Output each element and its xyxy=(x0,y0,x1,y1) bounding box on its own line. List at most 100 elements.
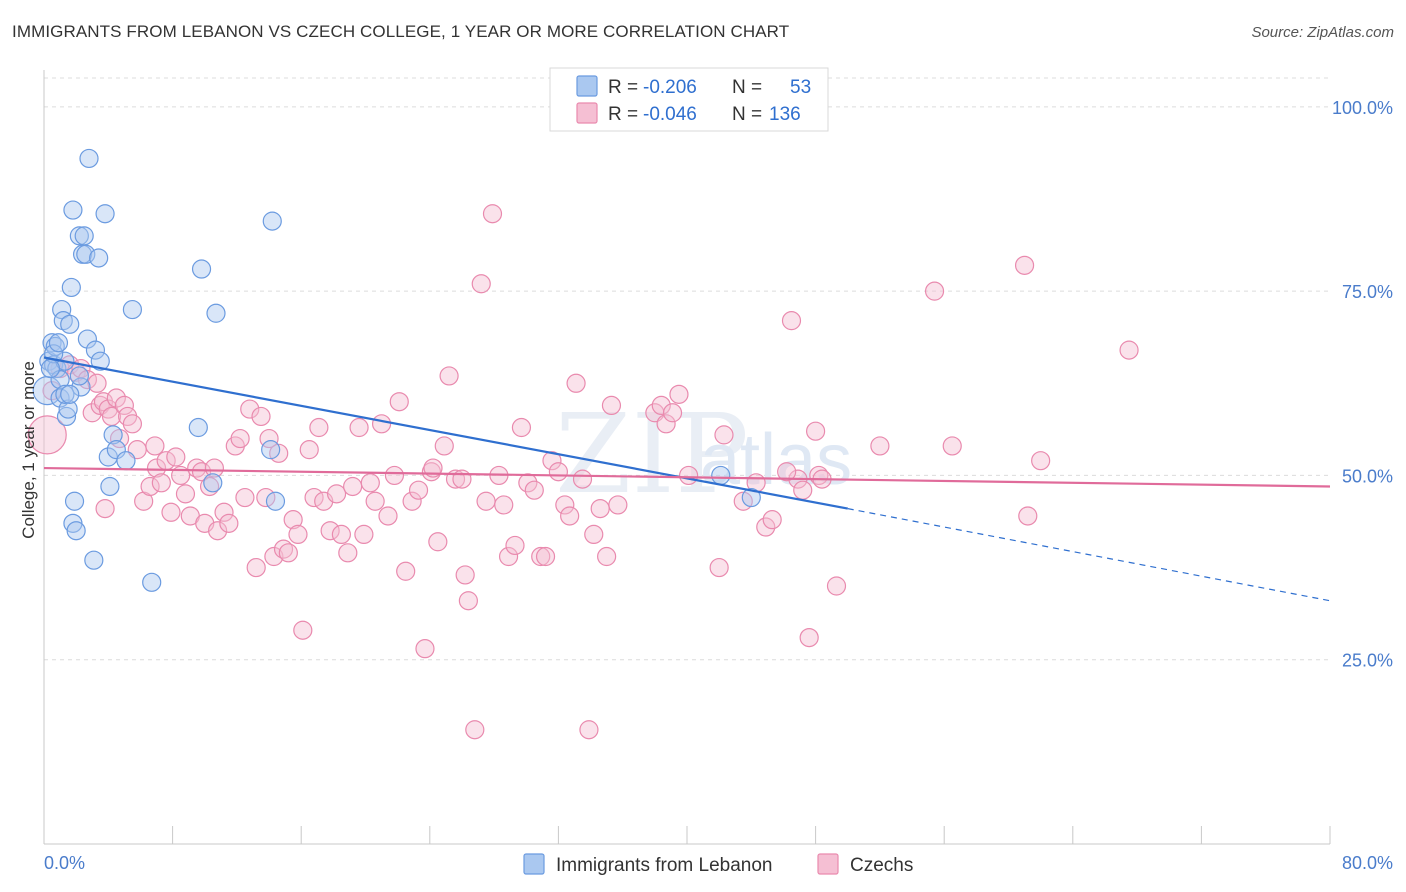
point-lebanon xyxy=(188,417,208,438)
point-lebanon xyxy=(50,370,70,390)
point-czechs xyxy=(235,487,255,508)
point-czechs xyxy=(482,204,503,224)
point-czechs xyxy=(304,487,324,508)
source-label: Source: ZipAtlas.com xyxy=(1251,24,1394,41)
point-lebanon xyxy=(262,211,282,231)
point-lebanon xyxy=(56,406,77,427)
point-czechs xyxy=(365,491,385,511)
point-lebanon xyxy=(711,465,731,486)
point-lebanon xyxy=(106,440,126,460)
point-czechs xyxy=(781,311,802,331)
point-czechs xyxy=(95,499,115,519)
point-czechs xyxy=(465,720,485,740)
point-czechs xyxy=(389,392,409,412)
point-czechs xyxy=(1031,451,1051,471)
point-czechs xyxy=(338,543,358,563)
point-czechs xyxy=(439,366,459,386)
point-lebanon xyxy=(69,226,89,246)
point-lebanon xyxy=(64,491,85,511)
bottom-legend-swatch-pink xyxy=(817,853,839,875)
point-czechs xyxy=(518,473,538,493)
legend-n-label-1: N = xyxy=(732,104,762,125)
point-czechs xyxy=(805,421,826,441)
point-czechs xyxy=(326,484,347,504)
point-czechs xyxy=(601,395,622,415)
point-czechs xyxy=(1014,255,1035,275)
point-czechs xyxy=(579,720,599,740)
legend-n-label-0: N = xyxy=(732,77,762,98)
point-czechs xyxy=(560,506,580,526)
bottom-legend-label-lebanon: Immigrants from Lebanon xyxy=(556,855,773,876)
legend-swatch-blue xyxy=(576,75,598,97)
point-czechs xyxy=(714,425,734,445)
y-axis-label: College, 1 year or more xyxy=(19,361,38,539)
point-lebanon xyxy=(55,384,75,404)
chart-title: IMMIGRANTS FROM LEBANON VS CZECH COLLEGE… xyxy=(12,22,790,41)
point-lebanon xyxy=(77,329,98,349)
point-czechs xyxy=(709,557,729,578)
point-lebanon xyxy=(79,148,99,169)
point-czechs xyxy=(146,458,167,478)
point-lebanon xyxy=(84,550,104,570)
point-czechs xyxy=(114,395,134,415)
point-czechs xyxy=(555,495,575,515)
point-czechs xyxy=(396,561,416,581)
point-lebanon xyxy=(122,299,143,320)
point-lebanon xyxy=(48,333,69,353)
trend-line-czechs xyxy=(43,466,1331,488)
point-czechs xyxy=(208,521,228,541)
point-czechs xyxy=(246,557,266,578)
series-legend: Immigrants from Lebanon Czechs xyxy=(523,853,913,876)
legend-r-value-1: -0.046 xyxy=(643,104,697,125)
x-tick-label-0: 0.0% xyxy=(44,853,85,873)
point-czechs xyxy=(283,510,303,530)
point-czechs xyxy=(524,480,544,500)
point-lebanon xyxy=(90,351,110,371)
point-czechs xyxy=(343,476,363,497)
legend-r-label-1: R = xyxy=(608,104,638,125)
point-czechs xyxy=(535,546,556,567)
point-lebanon xyxy=(76,244,96,264)
legend-swatch-pink xyxy=(576,102,598,124)
point-czechs xyxy=(656,414,676,434)
series-czechs xyxy=(27,204,1139,740)
point-czechs xyxy=(458,591,478,611)
point-lebanon xyxy=(116,451,136,471)
point-czechs xyxy=(349,417,369,438)
bottom-legend-label-czechs: Czechs xyxy=(850,855,913,876)
point-czechs xyxy=(452,469,472,489)
series-lebanon xyxy=(32,148,761,592)
trend-line-lebanon xyxy=(43,356,848,510)
point-czechs xyxy=(360,473,380,493)
point-lebanon xyxy=(69,366,89,386)
point-czechs xyxy=(384,465,405,486)
point-lebanon xyxy=(53,311,73,331)
watermark: ZIP atlas xyxy=(555,390,852,518)
correlation-legend: R = -0.206 N = 53 R = -0.046 N = 136 xyxy=(549,67,829,132)
point-lebanon xyxy=(61,277,81,298)
axes xyxy=(43,70,1331,845)
point-lebanon xyxy=(60,314,80,334)
point-czechs xyxy=(309,417,329,438)
point-czechs xyxy=(402,491,422,511)
point-czechs xyxy=(793,480,813,500)
point-lebanon xyxy=(261,440,281,460)
point-lebanon xyxy=(265,491,286,511)
point-lebanon xyxy=(74,226,94,246)
point-czechs xyxy=(1119,340,1139,360)
point-lebanon xyxy=(63,200,83,220)
point-czechs xyxy=(293,620,313,640)
legend-n-value-0: 53 xyxy=(790,77,811,98)
legend-r-value-0: -0.206 xyxy=(643,77,697,98)
y-tick-label-3: 100.0% xyxy=(1332,98,1393,118)
point-lebanon xyxy=(45,336,65,357)
point-lebanon xyxy=(191,259,212,279)
point-lebanon xyxy=(741,487,761,508)
point-czechs xyxy=(320,521,340,541)
point-czechs xyxy=(371,414,392,434)
point-lebanon xyxy=(206,303,226,323)
point-czechs xyxy=(799,627,819,648)
point-lebanon xyxy=(89,248,109,268)
point-lebanon xyxy=(58,399,78,419)
point-czechs xyxy=(161,502,181,522)
